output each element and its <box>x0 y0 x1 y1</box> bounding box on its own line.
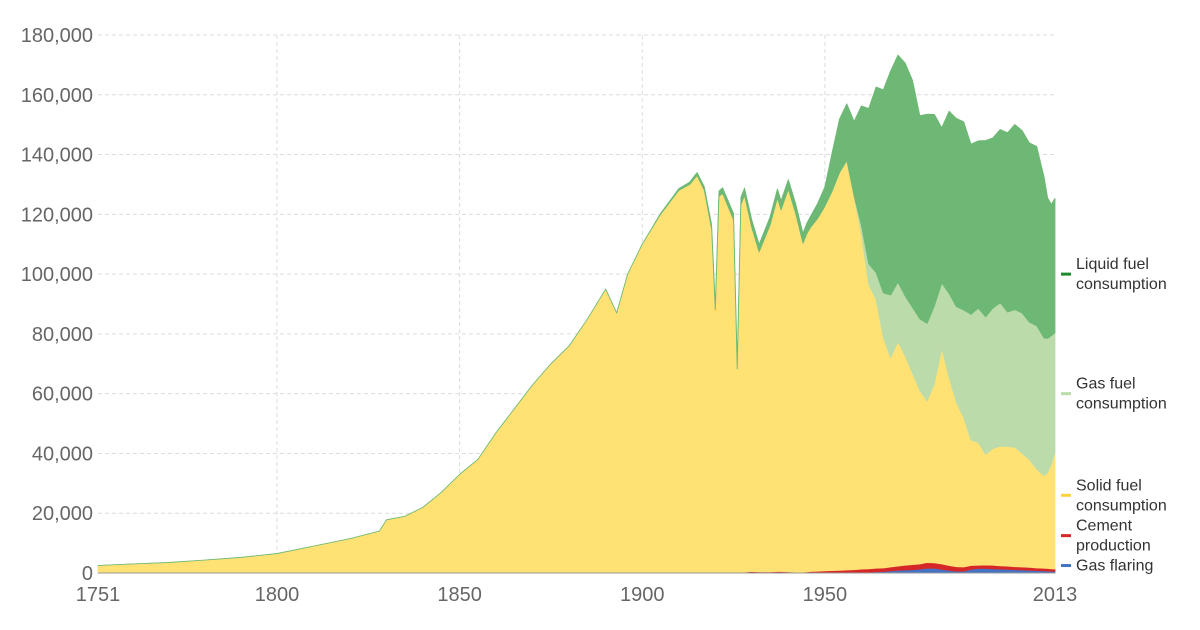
y-axis: 0 20,000 40,000 60,000 80,000 100,000 120,000 1… <box>21 25 93 585</box>
y-tick-label: 80,000 <box>32 324 93 346</box>
x-axis: 1751 1800 1850 1900 1950 2013 <box>76 572 1078 606</box>
stacked-areas <box>97 54 1056 574</box>
y-tick-label: 60,000 <box>32 384 93 406</box>
legend-label: Gas flaring <box>1076 558 1153 575</box>
area-liquid-fuel-consumption <box>97 54 1056 566</box>
legend-entry-cement-production: Cement production <box>1061 518 1151 555</box>
y-tick-label: 40,000 <box>32 443 93 465</box>
y-tick-label: 0 <box>82 563 93 585</box>
y-tick-label: 20,000 <box>32 503 93 525</box>
x-tick-label: 1800 <box>255 584 300 606</box>
legend-label: Gas fuel consumption <box>1076 376 1167 413</box>
legend: Liquid fuel consumption Gas fuel consumptio… <box>1061 256 1167 575</box>
y-tick-label: 100,000 <box>21 264 93 286</box>
legend-label: Liquid fuel consumption <box>1076 256 1167 293</box>
legend-label: Cement production <box>1076 518 1151 555</box>
legend-entry-gas-fuel-consumption: Gas fuel consumption <box>1061 376 1167 413</box>
x-tick-label: 1950 <box>803 584 848 606</box>
y-tick-label: 140,000 <box>21 145 93 167</box>
y-tick-label: 180,000 <box>21 25 93 47</box>
x-tick-label: 1850 <box>437 584 482 606</box>
x-tick-label: 2013 <box>1033 584 1078 606</box>
legend-entry-gas-flaring: Gas flaring <box>1061 558 1153 575</box>
legend-entry-solid-fuel-consumption: Solid fuel consumption <box>1061 477 1167 514</box>
legend-label: Solid fuel consumption <box>1076 477 1167 514</box>
y-tick-label: 160,000 <box>21 85 93 107</box>
legend-entry-liquid-fuel-consumption: Liquid fuel consumption <box>1061 256 1167 293</box>
x-tick-label: 1751 <box>76 584 121 606</box>
y-tick-label: 120,000 <box>21 204 93 226</box>
x-tick-label: 1900 <box>620 584 665 606</box>
